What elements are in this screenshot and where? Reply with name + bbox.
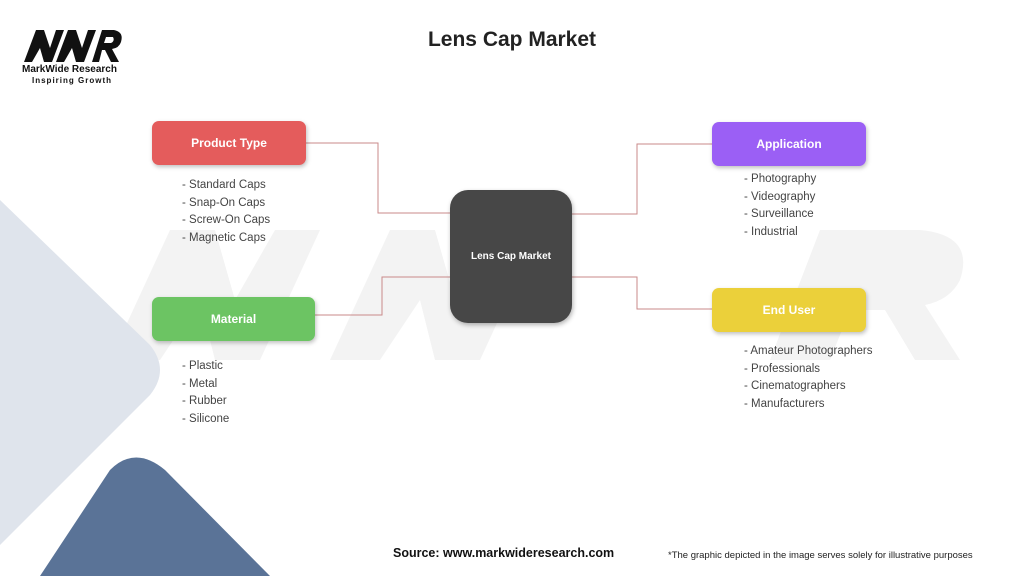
disclaimer-note: *The graphic depicted in the image serve… [668, 550, 973, 561]
list-product-type: - Standard Caps - Snap-On Caps - Screw-O… [182, 177, 270, 247]
list-item: - Videography [744, 190, 816, 203]
logo-tagline: Inspiring Growth [32, 76, 112, 85]
node-application: Application [712, 122, 866, 166]
source-text: Source: www.markwideresearch.com [393, 546, 615, 560]
center-node: Lens Cap Market [450, 190, 572, 323]
list-item: - Photography [744, 173, 817, 185]
list-end-user: - Amateur Photographers - Professionals … [744, 343, 873, 413]
list-item: - Magnetic Caps [182, 231, 266, 244]
list-item: - Snap-On Caps [182, 196, 266, 209]
list-application: - Photography - Videography - Surveillan… [744, 171, 816, 241]
list-item: - Metal [182, 377, 218, 390]
node-product-type: Product Type [152, 121, 306, 165]
connector-material [315, 276, 450, 316]
list-item: - Amateur Photographers [744, 345, 873, 357]
list-item: - Manufacturers [744, 397, 825, 410]
node-end-user: End User [712, 288, 866, 332]
left-triangle-shape [0, 200, 160, 545]
connector-end-user [572, 276, 712, 310]
node-material: Material [152, 297, 315, 341]
logo: MarkWide Research Inspiring Growth [22, 28, 132, 86]
bottom-blue-shape [40, 457, 270, 576]
page-title: Lens Cap Market [427, 28, 597, 51]
list-item: - Surveillance [744, 208, 814, 220]
list-item: - Standard Caps [182, 179, 266, 191]
connector-application [572, 143, 712, 215]
list-item: - Screw-On Caps [182, 214, 271, 226]
connectors [306, 142, 712, 316]
connector-product-type [306, 142, 450, 214]
list-item: - Plastic [182, 360, 223, 372]
list-item: - Silicone [182, 412, 230, 425]
list-item: - Cinematographers [744, 380, 846, 392]
logo-name: MarkWide Research [22, 64, 117, 75]
list-item: - Professionals [744, 362, 821, 375]
list-material: - Plastic - Metal - Rubber - Silicone [182, 358, 229, 428]
logo-mark [24, 30, 122, 62]
list-item: - Rubber [182, 395, 227, 407]
list-item: - Industrial [744, 225, 798, 238]
